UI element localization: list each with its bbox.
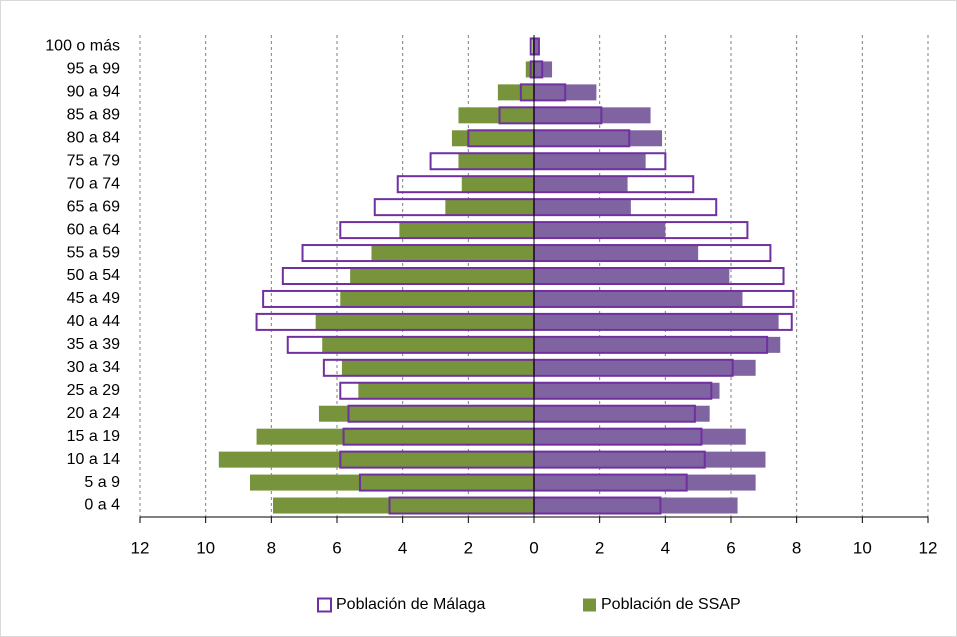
y-tick-label: 0 a 4: [84, 497, 120, 514]
y-tick-label: 85 a 89: [67, 107, 120, 124]
legend-swatch: [317, 597, 332, 613]
bar: [358, 382, 534, 399]
bar: [322, 336, 534, 353]
bar: [399, 222, 534, 239]
y-tick-label: 25 a 29: [67, 382, 120, 399]
x-tick-label: 4: [398, 538, 407, 557]
bar: [350, 268, 534, 284]
bar: [318, 405, 534, 422]
bar: [445, 199, 534, 216]
bar: [249, 474, 534, 491]
bar: [534, 268, 730, 284]
y-tick-label: 80 a 84: [67, 130, 120, 147]
y-tick-label: 60 a 64: [67, 221, 120, 238]
y-tick-label: 75 a 79: [67, 152, 120, 169]
bar: [458, 107, 534, 124]
x-tick-label: 12: [919, 538, 938, 557]
bar: [534, 130, 663, 147]
y-tick-label: 95 a 99: [67, 61, 120, 78]
bar: [534, 405, 710, 422]
bar: [534, 313, 779, 330]
bar: [341, 359, 534, 376]
bar: [534, 359, 756, 376]
bar: [534, 290, 743, 307]
x-tick-label: 2: [464, 538, 473, 557]
bar: [256, 428, 534, 445]
bar: [534, 199, 631, 216]
y-tick-label: 20 a 24: [67, 405, 120, 422]
bar: [458, 153, 534, 170]
x-tick-label: 12: [131, 538, 150, 557]
bar: [272, 497, 534, 514]
bar: [218, 451, 535, 468]
y-tick-label: 35 a 39: [67, 336, 120, 353]
y-tick-label: 15 a 19: [67, 428, 120, 445]
bar: [534, 451, 766, 468]
x-tick-label: 8: [792, 538, 801, 557]
bar: [534, 222, 666, 239]
y-tick-label: 100 o más: [45, 38, 120, 55]
y-tick-label: 90 a 94: [67, 84, 120, 101]
y-tick-label: 55 a 59: [67, 244, 120, 261]
bar: [534, 336, 781, 353]
bar: [534, 245, 699, 262]
x-tick-label: 6: [726, 538, 735, 557]
bar: [315, 313, 534, 330]
x-tick-label: 4: [661, 538, 670, 557]
x-tick-label: 8: [267, 538, 276, 557]
y-tick-label: 5 a 9: [84, 474, 120, 491]
y-tick-label: 65 a 69: [67, 198, 120, 215]
x-tick-label: 0: [529, 538, 538, 557]
bar: [534, 107, 651, 124]
bar: [534, 38, 539, 55]
y-tick-label: 70 a 74: [67, 175, 120, 192]
legend-label: Población de Málaga: [336, 596, 486, 613]
bar: [534, 382, 720, 399]
bar: [371, 245, 534, 262]
bar: [461, 176, 534, 193]
x-tick-label: 6: [332, 538, 341, 557]
bar: [534, 474, 756, 491]
legend-label: Población de SSAP: [601, 596, 741, 613]
x-tick-label: 10: [853, 538, 872, 557]
bar: [340, 290, 534, 307]
x-tick-label: 2: [595, 538, 604, 557]
y-tick-label: 45 a 49: [67, 290, 120, 307]
bar: [534, 176, 628, 193]
legend-swatch: [583, 598, 596, 612]
y-tick-label: 10 a 14: [67, 451, 120, 468]
bar: [451, 130, 534, 147]
y-tick-label: 50 a 54: [67, 267, 120, 284]
y-tick-label: 40 a 44: [67, 313, 120, 330]
bar: [534, 497, 738, 514]
y-tick-label: 30 a 34: [67, 359, 120, 376]
bar: [534, 428, 746, 445]
bar: [497, 84, 534, 101]
x-tick-label: 10: [196, 538, 215, 557]
bar: [534, 153, 646, 170]
